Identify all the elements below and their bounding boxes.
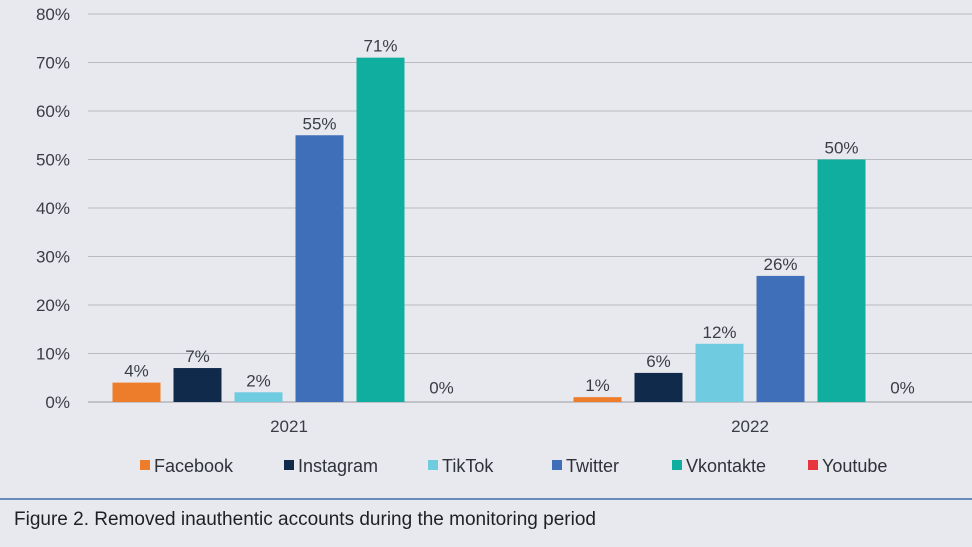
legend-swatch bbox=[284, 460, 294, 470]
bar bbox=[695, 343, 744, 402]
legend-label: Vkontakte bbox=[686, 456, 766, 476]
bar bbox=[356, 57, 405, 403]
data-label: 4% bbox=[124, 362, 149, 381]
x-category-label: 2022 bbox=[731, 417, 769, 436]
y-tick-label: 30% bbox=[36, 248, 70, 267]
data-label: 7% bbox=[185, 347, 210, 366]
caption-divider bbox=[0, 498, 972, 500]
legend-label: Instagram bbox=[298, 456, 378, 476]
data-label: 1% bbox=[585, 376, 610, 395]
legend-label: Facebook bbox=[154, 456, 234, 476]
y-tick-label: 40% bbox=[36, 199, 70, 218]
figure-caption: Figure 2. Removed inauthentic accounts d… bbox=[14, 509, 596, 530]
legend-label: TikTok bbox=[442, 456, 494, 476]
legend-swatch bbox=[140, 460, 150, 470]
y-tick-label: 10% bbox=[36, 345, 70, 364]
bar bbox=[234, 392, 283, 402]
y-tick-label: 60% bbox=[36, 102, 70, 121]
data-label: 50% bbox=[824, 139, 858, 158]
y-tick-label: 20% bbox=[36, 296, 70, 315]
data-label: 71% bbox=[363, 37, 397, 56]
bar bbox=[756, 275, 805, 402]
data-label: 55% bbox=[302, 114, 336, 133]
y-tick-label: 50% bbox=[36, 151, 70, 170]
legend-swatch bbox=[672, 460, 682, 470]
bar bbox=[634, 372, 683, 402]
data-label: 12% bbox=[702, 323, 736, 342]
data-label: 2% bbox=[246, 371, 271, 390]
bar bbox=[112, 382, 161, 402]
data-label: 0% bbox=[890, 378, 915, 397]
chart-canvas: 0% 10% 20% 30% 40% 50% 60% 70% 80% 4% 7% 2% 55% 71% 0%… bbox=[36, 5, 972, 476]
x-category-label: 2021 bbox=[270, 417, 308, 436]
data-label: 0% bbox=[429, 378, 454, 397]
legend-label: Youtube bbox=[822, 456, 887, 476]
data-label: 26% bbox=[763, 255, 797, 274]
legend-swatch bbox=[428, 460, 438, 470]
bar bbox=[295, 135, 344, 402]
data-label: 6% bbox=[646, 352, 671, 371]
bar bbox=[817, 159, 866, 402]
legend-label: Twitter bbox=[566, 456, 619, 476]
y-tick-label: 0% bbox=[45, 393, 70, 412]
bar bbox=[173, 368, 222, 402]
bar bbox=[573, 397, 622, 402]
y-tick-label: 80% bbox=[36, 5, 70, 24]
legend-swatch bbox=[552, 460, 562, 470]
y-tick-label: 70% bbox=[36, 54, 70, 73]
legend-swatch bbox=[808, 460, 818, 470]
